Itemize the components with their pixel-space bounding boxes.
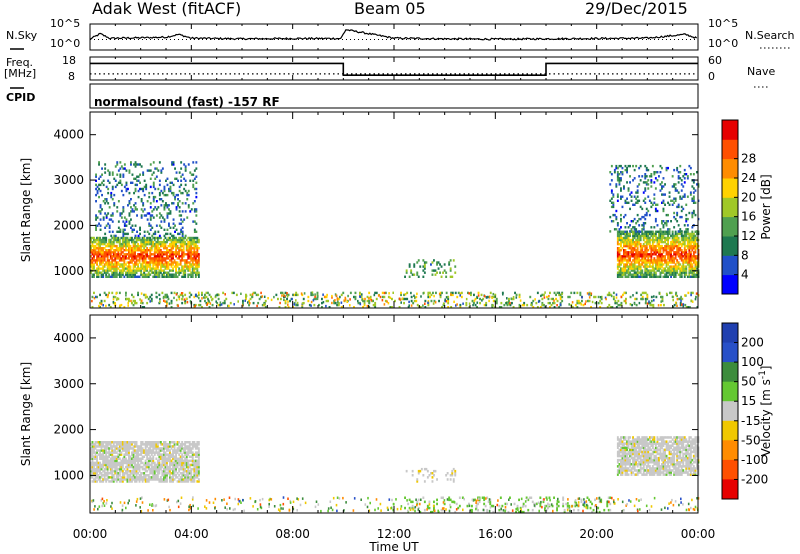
velocity-ytick-label-3: 4000	[53, 331, 84, 345]
velocity-colorbar-label-0: 200	[741, 336, 764, 350]
velocity-colorbar-label-2: 50	[741, 375, 756, 389]
nsky-label: N.Sky	[6, 29, 38, 42]
power-colorbar-segment	[722, 216, 738, 237]
nsky-tick-top: 10^5	[50, 17, 81, 30]
power-colorbar-label-6: 28	[741, 152, 756, 166]
power-colorbar-segment	[722, 178, 738, 198]
velocity-ytick-label-2: 3000	[53, 377, 84, 391]
nsearch-tick-bottom: 10^0	[708, 37, 739, 50]
power-colorbar-label-4: 20	[741, 190, 756, 204]
data-layer	[89, 29, 700, 514]
power-colorbar-segment	[722, 197, 738, 218]
velocity-colorbar-segment	[722, 323, 738, 344]
cpid-panel-frame	[89, 83, 699, 109]
xtick-label-3: 12:00	[377, 527, 412, 541]
xtick-label-2: 08:00	[275, 527, 310, 541]
beam-label: Beam 05	[354, 0, 426, 18]
velocity-colorbar-segment	[722, 362, 738, 383]
power-panel-frame	[89, 111, 699, 309]
velocity-colorbar-label-5: -50	[741, 433, 761, 447]
velocity-colorbar-label-7: -200	[741, 472, 768, 486]
velocity-colorbar-segment	[722, 381, 738, 402]
velocity-colorbar-label-1: 100	[741, 355, 764, 369]
power-colorbar-segment	[722, 158, 738, 179]
nsearch-tick-top: 10^5	[708, 17, 739, 30]
velocity-ytick-label-1: 2000	[53, 423, 84, 437]
cpid-text: normalsound (fast) -157 RF	[94, 95, 280, 109]
power-colorbar-segment	[722, 236, 738, 256]
cpid-label: CPID	[6, 91, 36, 104]
velocity-colorbar-title: Velocity [m s-1]	[758, 366, 773, 457]
freq-tick-bottom: 8	[68, 70, 75, 83]
velocity-colorbar-frame	[721, 322, 739, 500]
freq-label-2: [MHz]	[4, 67, 37, 80]
velocity-colorbar-segment	[722, 459, 738, 480]
power-colorbar-label-5: 24	[741, 171, 756, 185]
power-colorbar-label-0: 4	[741, 268, 749, 282]
power-colorbar-title: Power [dB]	[759, 174, 773, 239]
power-ytick-label-2: 3000	[53, 173, 84, 187]
power-colorbar-frame	[721, 119, 739, 295]
freq-tick-top: 18	[62, 54, 76, 67]
power-colorbar-segment	[722, 274, 738, 295]
power-colorbar-segment	[722, 120, 738, 140]
velocity-colorbar-segment	[722, 440, 738, 461]
velocity-colorbar-label-4: -15	[741, 414, 761, 428]
power-colorbar-label-1: 8	[741, 248, 749, 262]
velocity-colorbar-label-6: -100	[741, 453, 768, 467]
velocity-colorbar-label-3: 15	[741, 394, 756, 408]
xtick-label-4: 16:00	[478, 527, 513, 541]
power-colorbar-segment	[722, 255, 738, 276]
velocity-colorbar-segment	[722, 420, 738, 441]
nsky-series-line	[89, 29, 698, 41]
date-label: 29/Dec/2015	[585, 0, 688, 18]
freq-label-1: Freq.	[6, 56, 34, 69]
nave-label: Nave	[747, 65, 776, 78]
power-colorbar-label-3: 16	[741, 210, 756, 224]
xtick-label-1: 04:00	[174, 527, 209, 541]
figure-title: Adak West (fitACF)	[92, 0, 242, 18]
power-colorbar-label-2: 12	[741, 229, 756, 243]
xtick-label-0: 00:00	[73, 527, 108, 541]
nave-tick-top: 60	[708, 54, 722, 67]
nsky-tick-bottom: 10^0	[50, 37, 81, 50]
velocity-colorbar-segment	[722, 342, 738, 363]
velocity-ytick-label-0: 1000	[53, 468, 84, 482]
velocity-colorbar-segment	[722, 479, 738, 500]
power-ytick-label-1: 2000	[53, 218, 84, 232]
xtick-label-6: 00:00	[681, 527, 716, 541]
velocity-ylabel: Slant Range [km]	[19, 362, 33, 466]
xaxis-label: Time UT	[368, 540, 419, 554]
velocity-colorbar-segment	[722, 401, 738, 422]
velocity-panel-frame	[89, 314, 699, 514]
freq-series-line	[90, 62, 698, 76]
power-ytick-label-3: 4000	[53, 128, 84, 142]
power-colorbar-segment	[722, 139, 738, 160]
xtick-label-5: 20:00	[579, 527, 614, 541]
nsearch-label: N.Search	[745, 29, 795, 42]
power-ylabel: Slant Range [km]	[19, 158, 33, 262]
power-ytick-label-0: 1000	[53, 264, 84, 278]
nave-tick-bottom: 0	[708, 70, 715, 83]
